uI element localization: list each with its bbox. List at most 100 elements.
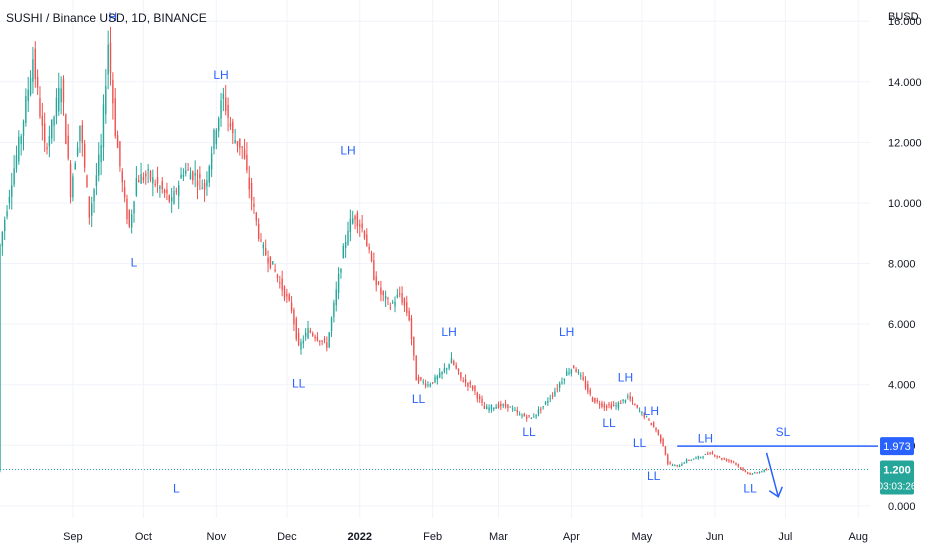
- candle-body: [523, 414, 526, 417]
- x-tick-label: Sep: [63, 531, 83, 543]
- last-price-label: 1.200: [883, 465, 911, 477]
- candle-body: [295, 318, 297, 340]
- candle-body: [739, 467, 742, 470]
- candle-body: [81, 124, 84, 144]
- candle-body: [406, 302, 408, 313]
- candle-body: [589, 389, 591, 394]
- candle-body: [615, 405, 617, 407]
- candle-body: [610, 404, 613, 409]
- candle-body: [683, 462, 685, 464]
- candle-body: [375, 276, 377, 286]
- candle-body: [354, 216, 356, 220]
- annotation-label: LL: [633, 436, 647, 450]
- annotation-label: LL: [743, 481, 757, 495]
- candle-body: [8, 196, 11, 203]
- candle-body: [234, 140, 236, 143]
- candle-body: [737, 464, 740, 467]
- candle-body: [283, 286, 286, 299]
- candle-body: [13, 168, 15, 185]
- candle-body: [229, 123, 232, 127]
- candle-body: [53, 116, 55, 126]
- candle-body: [279, 282, 281, 284]
- candle-body: [215, 130, 218, 145]
- candle-body: [612, 404, 615, 406]
- candle-body: [471, 386, 474, 390]
- candle-body: [312, 333, 314, 336]
- last-price-badge[interactable]: [880, 460, 914, 495]
- candle-body: [384, 295, 387, 299]
- candle-body: [514, 409, 516, 411]
- candle-body: [699, 456, 702, 458]
- candle-body: [481, 398, 483, 403]
- candle-body: [161, 181, 163, 190]
- candle-body: [709, 452, 711, 455]
- candle-body: [189, 173, 192, 180]
- candle-body: [669, 462, 671, 464]
- candle-body: [547, 400, 549, 403]
- candle-body: [293, 309, 295, 325]
- candle-body: [76, 147, 79, 156]
- candle-body: [128, 210, 131, 227]
- candle-body: [98, 154, 100, 176]
- candle-body: [690, 459, 693, 461]
- candle-body: [225, 97, 227, 112]
- candle-body: [655, 427, 657, 431]
- candle-body: [241, 146, 243, 148]
- candle-body: [747, 472, 749, 474]
- candle-body: [497, 404, 500, 408]
- candle-body: [41, 115, 44, 126]
- annotation-label: LH: [340, 143, 355, 157]
- candle-body: [702, 456, 704, 458]
- candle-body: [239, 138, 241, 149]
- candle-body: [46, 147, 48, 150]
- candle-body: [109, 42, 112, 73]
- candle-body: [460, 372, 462, 379]
- candle-body: [102, 104, 105, 148]
- candle-body: [123, 187, 126, 198]
- candle-body: [544, 401, 547, 405]
- annotation-label: LH: [644, 404, 659, 418]
- candle-body: [116, 135, 119, 148]
- candle-body: [304, 332, 307, 337]
- candle-body: [678, 465, 681, 468]
- candle-body: [483, 405, 486, 409]
- candle-body: [580, 375, 582, 377]
- stop-loss-price-badge[interactable]: [880, 437, 914, 456]
- candle-body: [60, 88, 62, 103]
- candle-body: [431, 382, 434, 384]
- candle-body: [617, 402, 620, 408]
- candle-body: [636, 405, 638, 408]
- candle-body: [469, 382, 471, 385]
- candle-body: [761, 471, 763, 473]
- candle-body: [714, 455, 716, 457]
- candle-body: [500, 403, 502, 407]
- candle-body: [107, 44, 109, 75]
- candle-body: [594, 398, 596, 403]
- annotation-label: LL: [647, 469, 661, 483]
- annotation-label: LH: [441, 325, 456, 339]
- candle-body: [112, 79, 114, 104]
- candle-body: [652, 422, 655, 428]
- candle-body: [344, 241, 347, 248]
- candle-body: [255, 212, 258, 221]
- candle-body: [48, 136, 51, 147]
- candle-body: [634, 404, 636, 406]
- candle-body: [457, 368, 460, 372]
- chart-title: SUSHI / Binance USD, 1D, BINANCE: [6, 11, 207, 25]
- candle-body: [504, 403, 507, 407]
- candle-body: [735, 462, 737, 465]
- candle-body: [152, 177, 154, 184]
- candle-body: [587, 383, 589, 392]
- candle-body: [138, 180, 140, 183]
- candle-body: [605, 405, 608, 408]
- candle-body: [528, 415, 530, 417]
- candle-body: [660, 434, 662, 442]
- annotation-label: LL: [602, 416, 616, 430]
- candle-body: [58, 87, 60, 112]
- candle-body: [575, 368, 577, 373]
- candle-body: [243, 149, 246, 159]
- candle-body: [135, 177, 138, 196]
- candle-body: [389, 307, 392, 309]
